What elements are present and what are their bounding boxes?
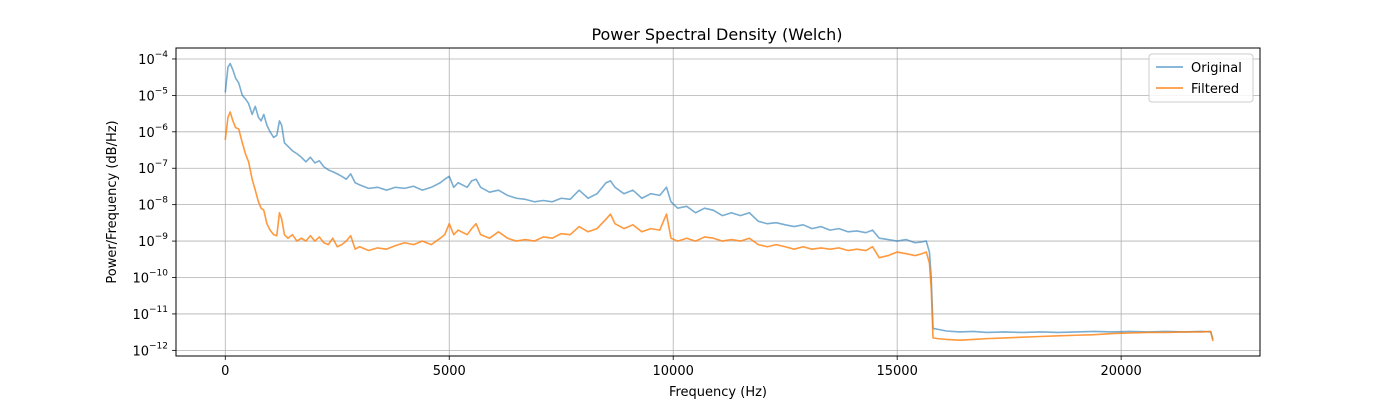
y-tick-label: 10−12 [132,341,168,359]
plot-frame [175,47,1261,357]
x-tick-label: 20000 [1100,364,1141,379]
y-tick-label: 10−7 [138,159,168,177]
series-layer [224,62,1214,342]
x-tick-label: 0 [221,364,229,379]
x-axis-label: Frequency (Hz) [669,385,767,400]
x-tick-label: 10000 [653,364,694,379]
series-line-filtered [224,111,1214,342]
legend: Original Filtered [1148,53,1254,103]
x-tick-label: 15000 [876,364,917,379]
y-axis-label: Power/Frequency (dB/Hz) [105,120,120,283]
legend-label-original: Original [1191,61,1242,76]
series-line-original [224,62,1214,340]
y-tick-label: 10−10 [132,269,168,287]
legend-label-filtered: Filtered [1191,82,1239,97]
x-axis: 0 5000 10000 15000 20000 [221,356,1142,379]
legend-box [1148,53,1254,103]
y-axis: 10−12 10−11 10−10 10−9 10−8 10−7 10−6 10−5 10−4 [132,50,176,359]
y-tick-label: 10−11 [132,305,168,323]
y-tick-label: 10−9 [138,232,168,250]
chart-title: Power Spectral Density (Welch) [591,25,842,44]
grid [176,48,1260,356]
y-tick-label: 10−4 [138,50,168,68]
x-tick-label: 5000 [433,364,466,379]
y-tick-label: 10−8 [138,196,168,214]
y-tick-label: 10−6 [138,123,168,141]
y-tick-label: 10−5 [138,86,168,104]
